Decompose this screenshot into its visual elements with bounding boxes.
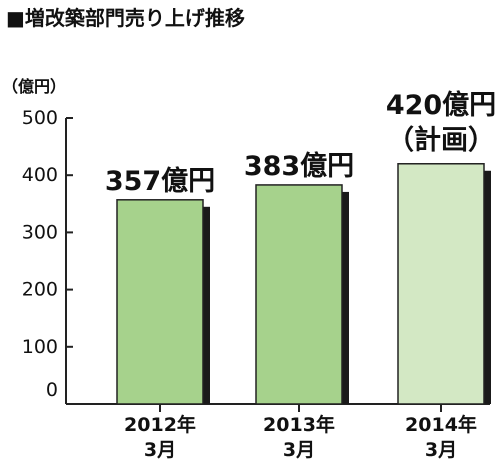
chart-title: ■増改築部門売り上げ推移 — [6, 6, 245, 30]
data-label: 383億円 — [244, 151, 354, 182]
y-axis-unit-label: （億円） — [2, 77, 66, 96]
data-label-note: （計画） — [387, 124, 495, 156]
bar — [116, 199, 204, 405]
x-tick-label: 2013年 — [263, 413, 335, 436]
y-tick-label: 100 — [22, 336, 58, 358]
x-tick-label: 2014年 — [405, 413, 477, 436]
x-tick-label: 2012年 — [124, 413, 196, 436]
y-tick-label: 0 — [46, 379, 58, 401]
bars — [116, 163, 491, 405]
data-labels: 357億円 383億円 420億円（計画） — [105, 90, 496, 197]
bar — [397, 163, 485, 405]
data-label: 420億円 — [386, 90, 496, 121]
y-tick-label: 200 — [22, 279, 58, 301]
data-label: 357億円 — [105, 166, 215, 197]
x-tick-label-month: 3月 — [425, 439, 457, 461]
y-tick-label: 400 — [22, 164, 58, 186]
y-tick-label: 300 — [22, 221, 58, 243]
x-axis-ticks: 2012年 3月 2013年 3月 2014年 3月 — [124, 404, 477, 461]
bar — [255, 184, 343, 405]
x-tick-label-month: 3月 — [144, 439, 176, 461]
y-axis-ticks: 0 100 200 300 400 500 — [22, 107, 73, 405]
x-tick-label-month: 3月 — [283, 439, 315, 461]
y-tick-label: 500 — [22, 107, 58, 129]
